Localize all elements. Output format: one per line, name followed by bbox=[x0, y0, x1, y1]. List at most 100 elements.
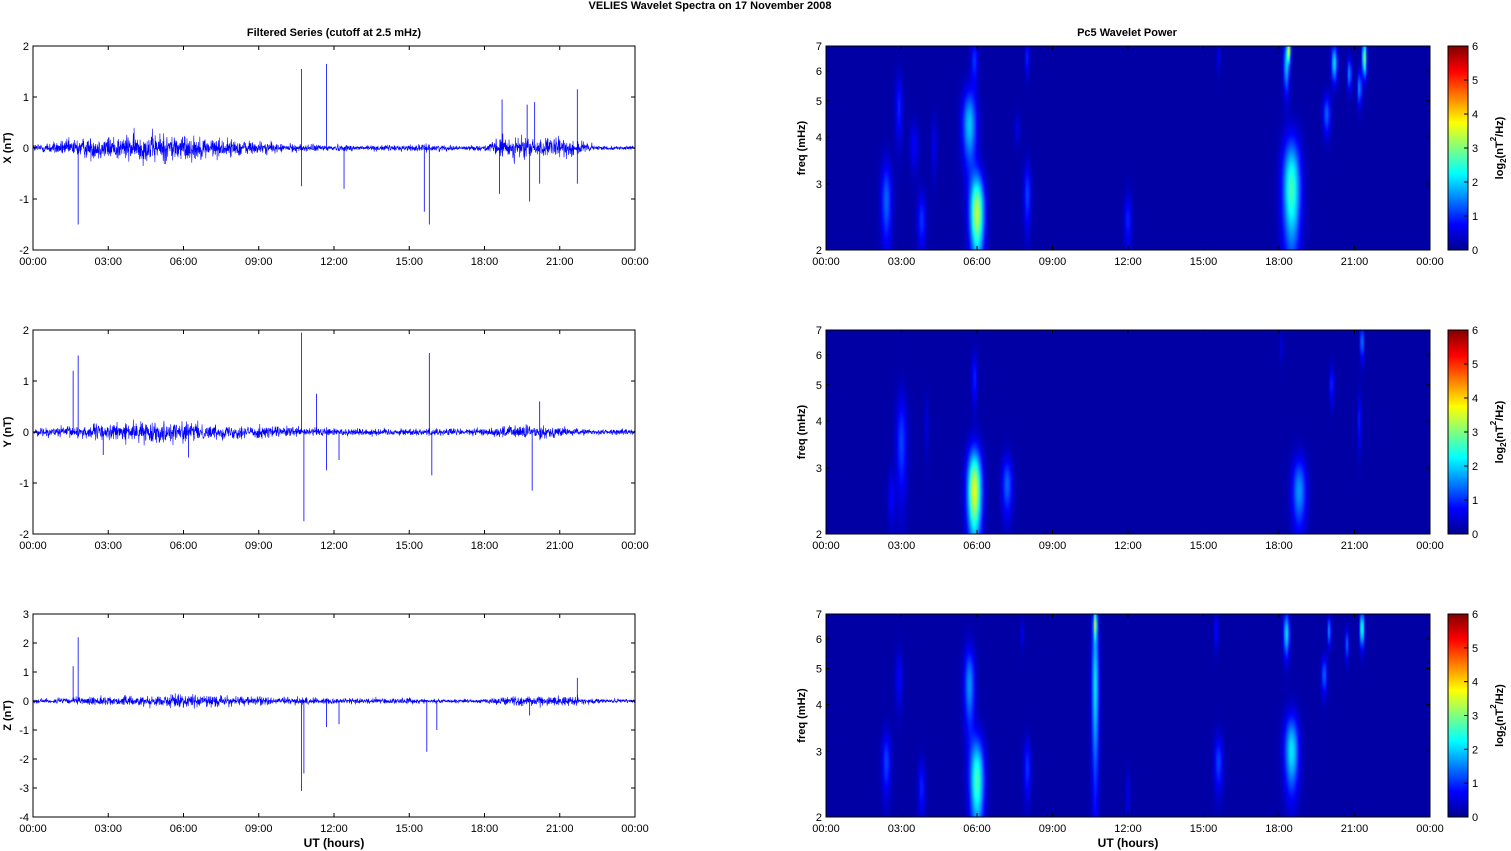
series-panel-y: 210-1-200:00 03:00 06:00 09:00 12:00 15:00 18:… bbox=[2, 325, 649, 552]
ytick-label: 5 bbox=[816, 380, 822, 392]
colorbar-tick-label: 6 bbox=[1472, 41, 1478, 53]
series-trace bbox=[32, 693, 636, 709]
xtick-label: 06:00 bbox=[170, 540, 198, 552]
colorbar-tick-label: 2 bbox=[1472, 177, 1478, 189]
xtick-label: 09:00 bbox=[245, 540, 273, 552]
xtick-label: 12:00 bbox=[320, 823, 348, 835]
xtick-label: 00:00 bbox=[19, 256, 47, 268]
colorbar-label-part: 2 bbox=[1499, 158, 1508, 163]
colorbar-gradient bbox=[1448, 614, 1468, 817]
xtick-label: 21:00 bbox=[1341, 540, 1369, 552]
ytick-label: 4 bbox=[816, 700, 822, 712]
xtick-label: 00:00 bbox=[1416, 256, 1444, 268]
colorbar-tick-label: 3 bbox=[1472, 427, 1478, 439]
colorbar-label: log2(nT2/Hz) bbox=[1489, 684, 1508, 747]
wavelet-power-image bbox=[826, 46, 1430, 250]
wavelet-panel-x: 2 3 4 5 6 7 00:00 03:00 06:00 09:00 12:00 15:00 18:0… bbox=[796, 41, 1508, 268]
xtick-label: 12:00 bbox=[320, 256, 348, 268]
colorbar-label-part: log bbox=[1494, 163, 1506, 180]
xtick-label: 21:00 bbox=[546, 540, 574, 552]
ytick-label: 2 bbox=[816, 245, 822, 257]
xtick-label: 18:00 bbox=[471, 823, 499, 835]
xtick-label: 15:00 bbox=[395, 256, 423, 268]
colorbar-gradient bbox=[1448, 46, 1468, 250]
ytick-label: -2 bbox=[19, 529, 29, 541]
ytick-label: 2 bbox=[816, 812, 822, 824]
xtick-label: 15:00 bbox=[1190, 823, 1218, 835]
xtick-label: 09:00 bbox=[245, 823, 273, 835]
series-trace bbox=[32, 127, 636, 167]
ytick-label: 7 bbox=[816, 609, 822, 621]
ytick-label: 6 bbox=[816, 66, 822, 78]
colorbar-tick-label: 5 bbox=[1472, 75, 1478, 87]
xtick-label: 00:00 bbox=[19, 540, 47, 552]
colorbar-tick-label: 2 bbox=[1472, 461, 1478, 473]
colorbar-label-part: 2 bbox=[1489, 420, 1498, 425]
xtick-label: 03:00 bbox=[94, 540, 122, 552]
colorbar-label-part: /Hz) bbox=[1494, 116, 1506, 137]
colorbar-tick-label: 3 bbox=[1472, 143, 1478, 155]
colorbar-label: log2(nT2/Hz) bbox=[1489, 400, 1508, 463]
ytick-label: -1 bbox=[19, 194, 29, 206]
xtick-label: 03:00 bbox=[94, 256, 122, 268]
xtick-label: 15:00 bbox=[1190, 256, 1218, 268]
y-axis-label: Y (nT) bbox=[2, 416, 14, 447]
y-axis-label: freq (mHz) bbox=[796, 404, 808, 459]
x-axis-label: UT (hours) bbox=[304, 836, 365, 850]
xtick-label: 12:00 bbox=[1114, 540, 1142, 552]
xtick-label: 09:00 bbox=[1039, 540, 1067, 552]
ytick-label: 2 bbox=[816, 529, 822, 541]
colorbar-tick-label: 5 bbox=[1472, 359, 1478, 371]
ytick-label: -4 bbox=[19, 812, 29, 824]
ytick-label: 0 bbox=[23, 696, 29, 708]
colorbar-tick-label: 1 bbox=[1472, 211, 1478, 223]
xtick-label: 00:00 bbox=[621, 823, 649, 835]
xtick-label: 12:00 bbox=[1114, 256, 1142, 268]
colorbar-tick-label: 4 bbox=[1472, 677, 1478, 689]
ytick-label: 4 bbox=[816, 132, 822, 144]
colorbar-label-part: (nT bbox=[1494, 141, 1506, 158]
xtick-label: 00:00 bbox=[812, 256, 840, 268]
ytick-label: 2 bbox=[23, 325, 29, 337]
xtick-label: 18:00 bbox=[471, 256, 499, 268]
colorbar-tick-label: 1 bbox=[1472, 495, 1478, 507]
ytick-label: 3 bbox=[816, 179, 822, 191]
xtick-label: 09:00 bbox=[1039, 823, 1067, 835]
ytick-label: 3 bbox=[23, 609, 29, 621]
colorbar-label-part: /Hz) bbox=[1494, 684, 1506, 705]
xtick-label: 09:00 bbox=[1039, 256, 1067, 268]
ytick-label: 0 bbox=[23, 143, 29, 155]
ytick-label: 5 bbox=[816, 96, 822, 108]
ytick-label: -1 bbox=[19, 725, 29, 737]
ytick-label: 7 bbox=[816, 41, 822, 53]
ytick-label: -1 bbox=[19, 478, 29, 490]
xtick-label: 15:00 bbox=[1190, 540, 1218, 552]
xtick-label: 00:00 bbox=[621, 540, 649, 552]
ytick-label: 4 bbox=[816, 416, 822, 428]
series-panel-x: 210-1-200:00 03:00 06:00 09:00 12:00 15:00 18:… bbox=[2, 41, 649, 268]
y-axis-label: freq (mHz) bbox=[796, 688, 808, 743]
xtick-label: 03:00 bbox=[888, 823, 916, 835]
xtick-label: 06:00 bbox=[963, 540, 991, 552]
colorbar-label-part: (nT bbox=[1494, 425, 1506, 442]
colorbar-tick-label: 2 bbox=[1472, 744, 1478, 756]
xtick-label: 18:00 bbox=[1265, 256, 1293, 268]
ytick-label: 5 bbox=[816, 664, 822, 676]
ytick-label: -3 bbox=[19, 783, 29, 795]
ytick-label: 1 bbox=[23, 667, 29, 679]
ytick-label: 2 bbox=[23, 41, 29, 53]
xtick-label: 12:00 bbox=[320, 540, 348, 552]
right-column-title: Pc5 Wavelet Power bbox=[1077, 27, 1178, 39]
xtick-label: 18:00 bbox=[1265, 823, 1293, 835]
ytick-label: 3 bbox=[816, 463, 822, 475]
xtick-label: 21:00 bbox=[546, 256, 574, 268]
colorbar-tick-label: 4 bbox=[1472, 109, 1478, 121]
colorbar-label-part: /Hz) bbox=[1494, 400, 1506, 421]
colorbar-tick-label: 5 bbox=[1472, 643, 1478, 655]
colorbar-label-part: (nT bbox=[1494, 709, 1506, 726]
